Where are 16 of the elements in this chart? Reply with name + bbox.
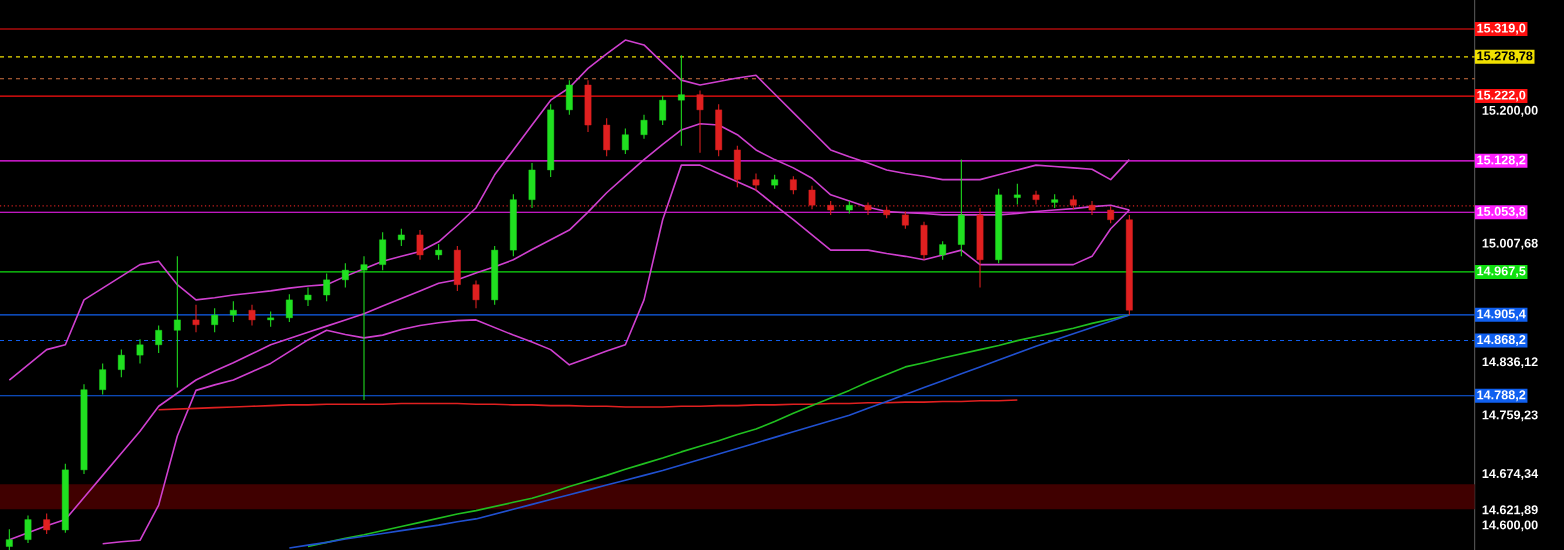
ref-line-label: 15.278,78	[1477, 51, 1533, 63]
y-tick-label: 14.674,34	[1482, 469, 1539, 480]
ref-line-label: 15.053,8	[1477, 206, 1526, 218]
ref-line-label: 14.905,4	[1477, 309, 1526, 321]
y-tick-label: 15.007,68	[1482, 238, 1538, 250]
ref-line-label: 15.319,0	[1477, 23, 1526, 35]
y-tick-label: 14.600,00	[1482, 520, 1538, 532]
ref-line-label: 14.967,5	[1477, 266, 1526, 278]
ref-line-label: 15.222,0	[1477, 90, 1526, 102]
ref-line-label: 14.868,2	[1477, 335, 1526, 346]
y-tick-label: 14.836,12	[1482, 357, 1538, 369]
y-tick-label: 14.759,23	[1482, 410, 1538, 422]
y-tick-label: 14.621,89	[1482, 505, 1538, 517]
ref-line-label: 15.128,2	[1477, 155, 1526, 167]
y-tick-label: 15.200,00	[1482, 105, 1538, 117]
ref-line-label: 14.788,2	[1477, 390, 1526, 402]
